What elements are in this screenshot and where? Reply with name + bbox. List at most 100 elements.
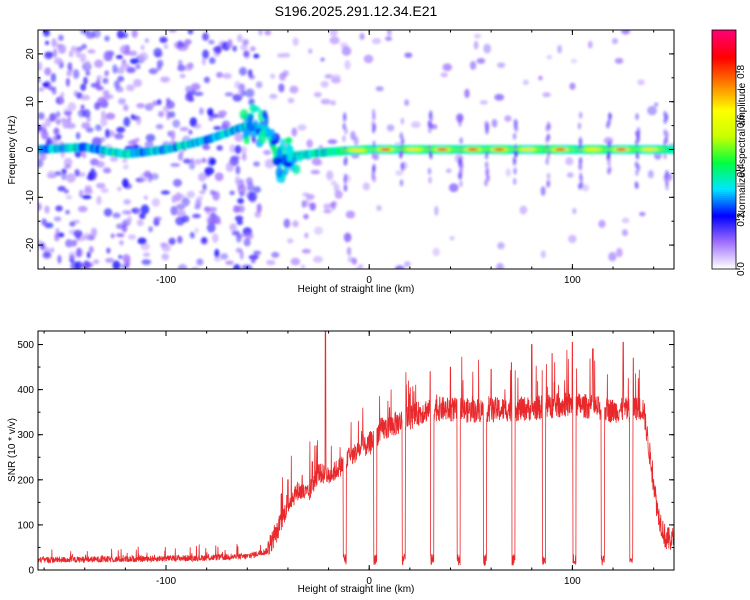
heatmap-cell (135, 63, 141, 70)
heatmap-cell (309, 202, 316, 209)
colorbar-cell (712, 215, 736, 218)
heatmap-cell (636, 126, 641, 134)
colorbar-cell (712, 197, 736, 200)
heatmap-cell (41, 218, 47, 226)
heatmap-cell (203, 76, 210, 84)
colorbar-cell (712, 137, 736, 141)
heatmap-cell (186, 190, 195, 199)
heatmap-cell (291, 127, 298, 137)
colorbar-cell (712, 185, 736, 188)
heatmap-cell (331, 201, 336, 211)
colorbar-cell (712, 203, 736, 206)
heatmap-cell (207, 156, 216, 167)
heatmap-cell (621, 229, 628, 237)
heatmap-cell (647, 170, 654, 179)
heatmap-cell (251, 105, 261, 113)
heatmap-cell (208, 39, 215, 45)
heatmap-cell (41, 130, 49, 140)
heatmap-cell (179, 126, 189, 132)
heatmap-cell (77, 205, 88, 213)
heatmap-cell (272, 156, 282, 166)
heatmap-cell (184, 63, 193, 72)
spectrogram-x-label: Height of straight line (km) (298, 284, 415, 295)
heatmap-cell (170, 162, 181, 167)
heatmap-cell (239, 249, 244, 260)
colorbar-cell (712, 61, 736, 65)
heatmap-cell (105, 128, 110, 139)
colorbar-cell (712, 177, 736, 180)
heatmap-cell (100, 110, 106, 119)
heatmap-cell (363, 54, 374, 64)
colorbar-cell (712, 57, 736, 61)
y-tick-label: 400 (17, 385, 34, 396)
heatmap-cell (66, 70, 72, 77)
heatmap-cell (57, 185, 66, 192)
heatmap-cell (458, 114, 463, 122)
heatmap-cell (157, 110, 165, 118)
y-tick-label: 200 (17, 475, 34, 486)
colorbar-cell (712, 251, 736, 254)
heatmap-cell (116, 233, 125, 238)
heatmap-cell (583, 148, 602, 151)
snr-y-label: SNR (10 * v/v) (7, 418, 18, 482)
heatmap-cell (206, 223, 216, 233)
heatmap-cell (38, 77, 41, 83)
heatmap-cell (181, 197, 190, 207)
heatmap-cell (142, 252, 151, 257)
y-tick-label: 500 (17, 340, 34, 351)
heatmap-cell (153, 47, 163, 58)
colorbar-cell (712, 30, 736, 33)
heatmap-cell (197, 172, 207, 182)
colorbar-cell (712, 145, 736, 149)
heatmap-cell (100, 116, 108, 127)
heatmap-cell (44, 67, 52, 76)
heatmap-cell (395, 170, 404, 176)
colorbar-cell (712, 97, 736, 101)
heatmap-cell (371, 151, 376, 159)
heatmap-cell (77, 109, 86, 118)
heatmap-cell (279, 72, 286, 81)
heatmap-cell (504, 115, 512, 122)
heatmap-cell (355, 266, 361, 269)
colorbar-cell (712, 73, 736, 77)
heatmap-cell (148, 68, 158, 75)
heatmap-cell (177, 263, 188, 269)
colorbar-cell (712, 75, 736, 79)
colorbar-cell (712, 133, 736, 137)
colorbar-tick-label: 0.0 (736, 262, 747, 276)
heatmap-cell (399, 179, 404, 187)
heatmap-cell (308, 48, 313, 54)
colorbar-cell (712, 221, 736, 224)
heatmap-cell (410, 121, 421, 129)
heatmap-cell (190, 83, 201, 91)
heatmap-cell (253, 53, 260, 59)
heatmap-cell (518, 148, 537, 151)
heatmap-cell (70, 261, 80, 269)
heatmap-cell (83, 76, 88, 85)
heatmap-cell (311, 157, 322, 166)
heatmap-cell (194, 227, 199, 234)
heatmap-cell (292, 220, 299, 228)
heatmap-cell (62, 119, 71, 129)
colorbar-cell (712, 135, 736, 139)
heatmap-cell (342, 122, 347, 130)
heatmap-cell (253, 161, 260, 167)
heatmap-cell (102, 94, 110, 102)
spectrogram-y-ticks: -20 -10 0 10 20 (25, 29, 674, 270)
heatmap-cell (176, 209, 186, 217)
heatmap-cell (76, 247, 82, 258)
heatmap-cell (148, 226, 153, 233)
heatmap-cell (331, 74, 342, 79)
colorbar-cell (712, 113, 736, 117)
heatmap-cell (213, 125, 222, 131)
heatmap-cell (512, 132, 517, 140)
heatmap-cell (163, 43, 168, 50)
heatmap-cell (50, 72, 57, 83)
heatmap-cell (90, 227, 98, 238)
heatmap-cell (210, 215, 221, 224)
heatmap-cell (140, 242, 150, 251)
heatmap-cell (512, 156, 517, 164)
heatmap-cell (400, 162, 404, 170)
heatmap-cell (179, 73, 186, 79)
heatmap-cell (79, 53, 87, 63)
